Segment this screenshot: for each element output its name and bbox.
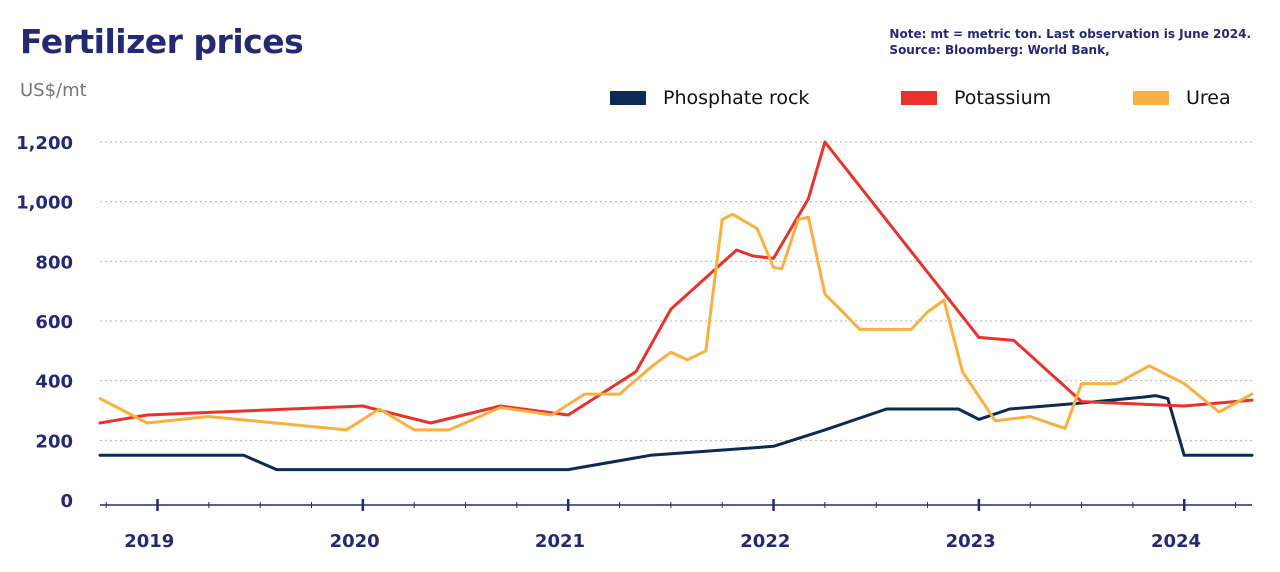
- y-tick-label: 800: [35, 252, 73, 273]
- x-tick-label: 2024: [1151, 531, 1201, 552]
- x-tick-label: 2022: [740, 531, 790, 552]
- chart-title: Fertilizer prices: [20, 22, 304, 61]
- legend-swatch: [901, 91, 937, 105]
- x-tick-label: 2020: [330, 531, 380, 552]
- series-line-urea: [98, 212, 1254, 432]
- x-tick-label: 2023: [946, 531, 996, 552]
- series-line-potassium: [98, 140, 1254, 425]
- legend-swatch: [610, 91, 646, 105]
- y-tick-label: 1,200: [16, 133, 73, 154]
- source-note: Note: mt = metric ton. Last observation …: [889, 26, 1251, 58]
- y-axis-ticks: 0 200 400 600 800 1,000 1,200: [16, 133, 73, 512]
- x-axis: 2019 2020 2021 2022 2023 2024: [100, 499, 1252, 552]
- legend-item-potassium: Potassium: [901, 87, 1051, 109]
- series-line-phosphate-rock: [98, 394, 1254, 472]
- legend-swatch: [1133, 91, 1169, 105]
- y-tick-label: 200: [35, 431, 73, 452]
- legend-item-urea: Urea: [1133, 87, 1231, 109]
- series-lines: [98, 140, 1254, 472]
- gridlines: [100, 141, 1252, 441]
- y-tick-label: 400: [35, 372, 73, 393]
- y-tick-label: 0: [60, 491, 73, 512]
- y-tick-label: 1,000: [16, 193, 73, 214]
- legend-label: Urea: [1186, 87, 1231, 109]
- legend-label: Potassium: [954, 87, 1052, 109]
- x-tick-label: 2021: [535, 531, 585, 552]
- note-line: Note: mt = metric ton. Last observation …: [889, 27, 1251, 41]
- x-tick-label: 2019: [124, 531, 174, 552]
- legend-item-phosphate-rock: Phosphate rock: [610, 87, 809, 109]
- y-tick-label: 600: [35, 312, 73, 333]
- legend-label: Phosphate rock: [663, 87, 810, 109]
- y-axis-unit: US$/mt: [20, 80, 87, 101]
- source-line: Source: Bloomberg: World Bank,: [889, 43, 1110, 57]
